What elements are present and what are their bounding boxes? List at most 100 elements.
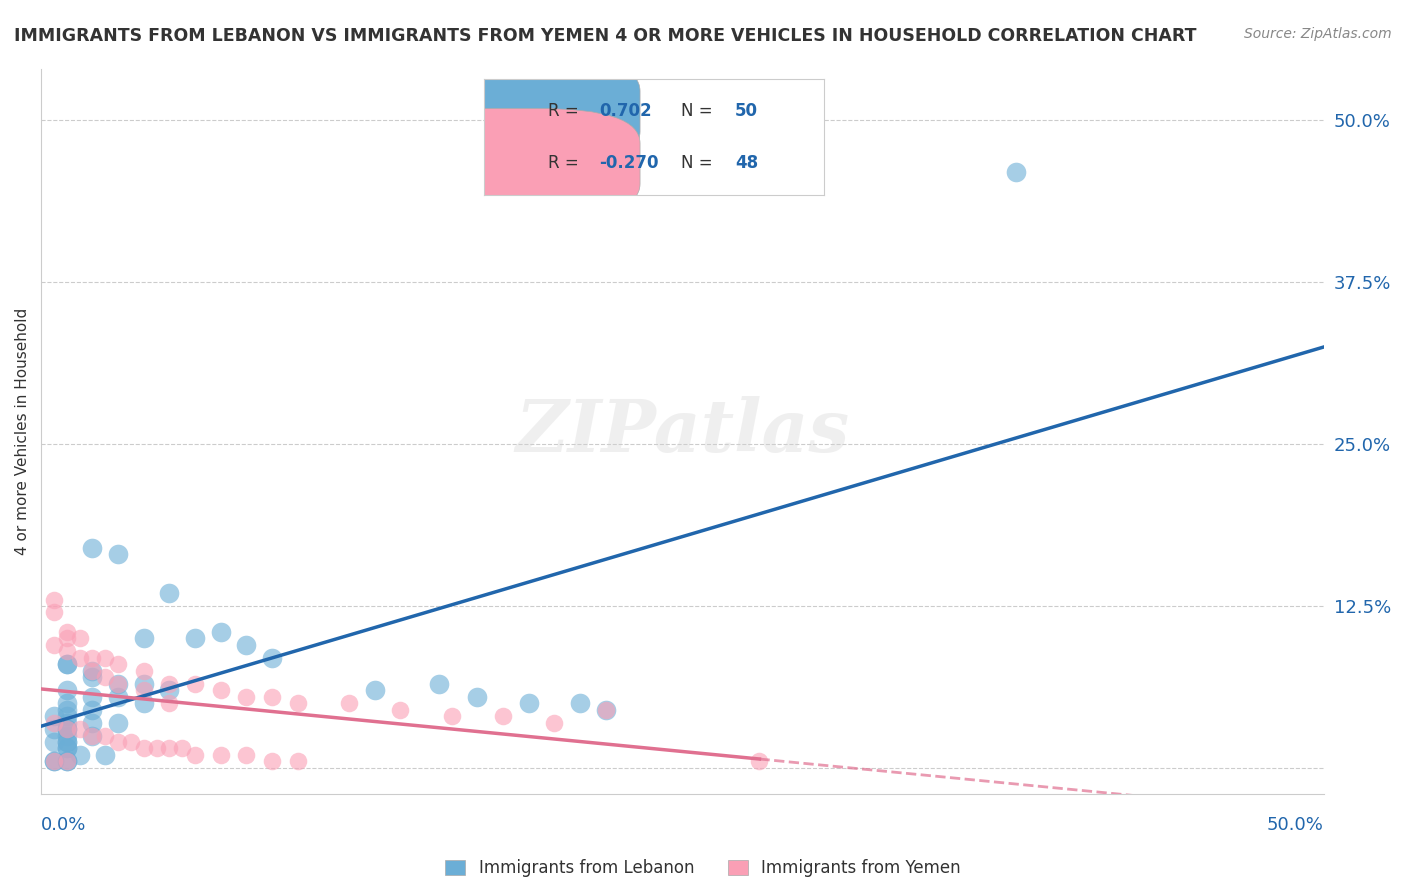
- Point: [55, 624, 77, 639]
- Point: [55, 735, 77, 749]
- Point: [42, 735, 65, 749]
- Point: [42, 709, 65, 723]
- Point: [427, 676, 450, 690]
- Point: [55, 735, 77, 749]
- Point: [82, 650, 104, 665]
- Point: [55, 741, 77, 756]
- Point: [55, 696, 77, 710]
- Point: [595, 703, 617, 717]
- Point: [94, 729, 117, 743]
- Point: [107, 676, 129, 690]
- Point: [107, 547, 129, 561]
- Point: [94, 670, 117, 684]
- Point: [42, 638, 65, 652]
- Point: [55, 755, 77, 769]
- Point: [82, 664, 104, 678]
- Point: [132, 664, 155, 678]
- Point: [209, 747, 232, 762]
- Legend: Immigrants from Lebanon, Immigrants from Yemen: Immigrants from Lebanon, Immigrants from…: [439, 853, 967, 884]
- Point: [209, 624, 232, 639]
- Point: [157, 586, 180, 600]
- Text: 0.0%: 0.0%: [41, 815, 87, 833]
- Point: [55, 644, 77, 658]
- Point: [260, 755, 283, 769]
- Point: [748, 755, 770, 769]
- Point: [82, 690, 104, 704]
- Point: [157, 696, 180, 710]
- Point: [235, 638, 257, 652]
- Point: [235, 690, 257, 704]
- Point: [1005, 165, 1028, 179]
- Text: ZIPatlas: ZIPatlas: [516, 396, 849, 467]
- Point: [543, 715, 565, 730]
- Point: [42, 755, 65, 769]
- Point: [132, 741, 155, 756]
- Point: [82, 729, 104, 743]
- Point: [235, 747, 257, 762]
- Point: [184, 676, 207, 690]
- Point: [107, 676, 129, 690]
- Point: [287, 755, 309, 769]
- Point: [69, 650, 91, 665]
- Point: [55, 709, 77, 723]
- Point: [260, 690, 283, 704]
- Point: [107, 735, 129, 749]
- Point: [55, 683, 77, 698]
- Point: [69, 632, 91, 646]
- Point: [184, 632, 207, 646]
- Point: [55, 722, 77, 736]
- Y-axis label: 4 or more Vehicles in Household: 4 or more Vehicles in Household: [15, 308, 30, 555]
- Point: [55, 703, 77, 717]
- Point: [107, 715, 129, 730]
- Point: [82, 670, 104, 684]
- Point: [260, 650, 283, 665]
- Point: [42, 715, 65, 730]
- Point: [42, 722, 65, 736]
- Point: [107, 657, 129, 672]
- Point: [82, 703, 104, 717]
- Point: [42, 755, 65, 769]
- Point: [363, 683, 385, 698]
- Point: [55, 657, 77, 672]
- Point: [172, 741, 194, 756]
- Point: [492, 709, 515, 723]
- Point: [69, 722, 91, 736]
- Point: [517, 696, 540, 710]
- Point: [55, 755, 77, 769]
- Point: [132, 696, 155, 710]
- Point: [55, 755, 77, 769]
- Point: [82, 541, 104, 555]
- Point: [55, 722, 77, 736]
- Point: [145, 741, 167, 756]
- Point: [465, 690, 488, 704]
- Point: [94, 650, 117, 665]
- Point: [595, 703, 617, 717]
- Point: [157, 676, 180, 690]
- Point: [82, 715, 104, 730]
- Text: Source: ZipAtlas.com: Source: ZipAtlas.com: [1244, 27, 1392, 41]
- Point: [132, 632, 155, 646]
- Point: [69, 747, 91, 762]
- Point: [132, 676, 155, 690]
- Point: [440, 709, 463, 723]
- Point: [337, 696, 360, 710]
- Point: [132, 683, 155, 698]
- Point: [568, 696, 591, 710]
- Point: [55, 741, 77, 756]
- Point: [55, 657, 77, 672]
- Point: [55, 722, 77, 736]
- Point: [42, 755, 65, 769]
- Point: [120, 735, 142, 749]
- Point: [157, 683, 180, 698]
- Point: [209, 683, 232, 698]
- Point: [389, 703, 412, 717]
- Point: [42, 592, 65, 607]
- Point: [94, 747, 117, 762]
- Point: [157, 741, 180, 756]
- Point: [184, 747, 207, 762]
- Point: [55, 729, 77, 743]
- Point: [82, 664, 104, 678]
- Point: [82, 729, 104, 743]
- Point: [55, 715, 77, 730]
- Text: IMMIGRANTS FROM LEBANON VS IMMIGRANTS FROM YEMEN 4 OR MORE VEHICLES IN HOUSEHOLD: IMMIGRANTS FROM LEBANON VS IMMIGRANTS FR…: [14, 27, 1197, 45]
